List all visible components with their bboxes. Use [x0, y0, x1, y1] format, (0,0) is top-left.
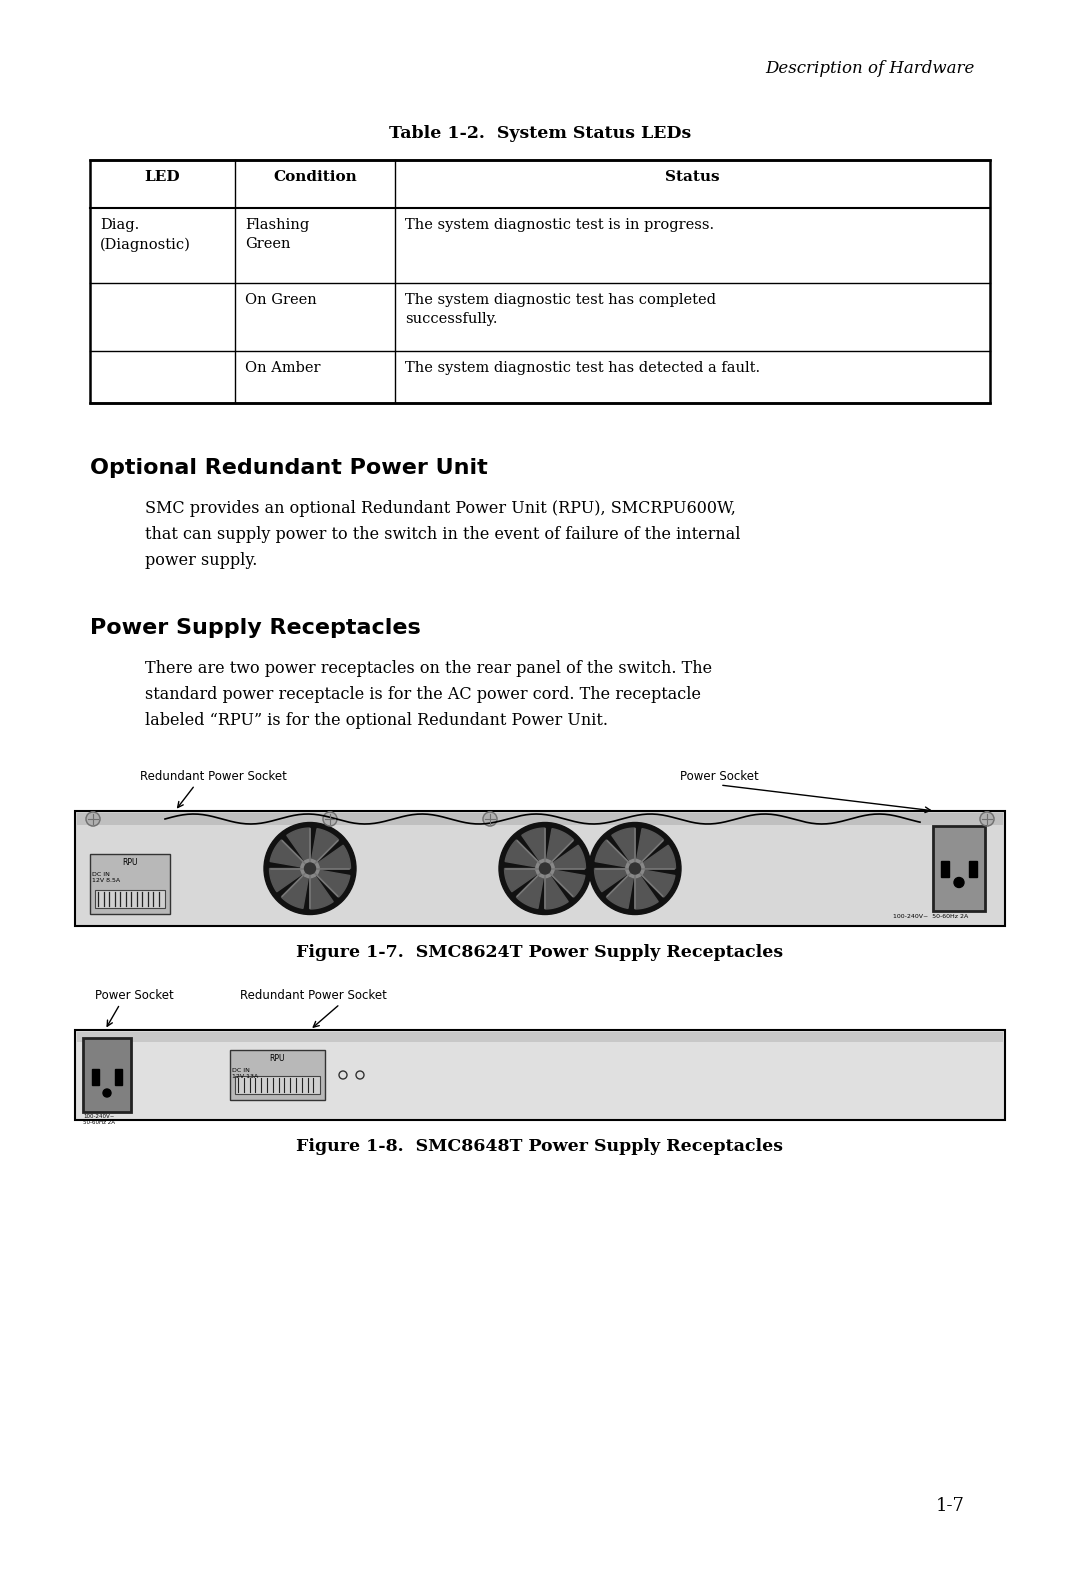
Bar: [90, 854, 170, 914]
Circle shape: [540, 864, 551, 874]
Circle shape: [305, 864, 315, 874]
Circle shape: [86, 812, 100, 826]
Text: LED: LED: [145, 170, 180, 184]
Text: 1-7: 1-7: [935, 1498, 964, 1515]
Text: RPU: RPU: [122, 857, 138, 867]
Bar: [75, 812, 1005, 926]
Polygon shape: [270, 868, 301, 892]
Circle shape: [103, 1090, 111, 1097]
Text: The system diagnostic test is in progress.: The system diagnostic test is in progres…: [405, 218, 714, 232]
Text: Optional Redundant Power Unit: Optional Redundant Power Unit: [90, 458, 488, 477]
Bar: [230, 1050, 325, 1101]
Polygon shape: [319, 845, 351, 868]
Text: Diag.
(Diagnostic): Diag. (Diagnostic): [100, 218, 191, 253]
Text: On Green: On Green: [245, 294, 316, 308]
Text: The system diagnostic test has detected a fault.: The system diagnostic test has detected …: [405, 361, 760, 375]
Bar: [77, 1031, 1003, 1042]
Polygon shape: [637, 829, 663, 862]
Text: standard power receptacle is for the AC power cord. The receptacle: standard power receptacle is for the AC …: [145, 686, 701, 703]
Bar: [235, 1075, 320, 1094]
Text: Table 1-2.  System Status LEDs: Table 1-2. System Status LEDs: [389, 126, 691, 141]
Bar: [92, 1069, 99, 1085]
Text: 100-240V~
50-60Hz 2A: 100-240V~ 50-60Hz 2A: [83, 1115, 114, 1124]
Polygon shape: [606, 876, 633, 909]
Text: Description of Hardware: Description of Hardware: [766, 60, 975, 77]
Text: labeled “RPU” is for the optional Redundant Power Unit.: labeled “RPU” is for the optional Redund…: [145, 713, 608, 728]
Text: SMC provides an optional Redundant Power Unit (RPU), SMCRPU600W,: SMC provides an optional Redundant Power…: [145, 499, 735, 517]
Circle shape: [589, 823, 681, 914]
Polygon shape: [312, 829, 339, 862]
Circle shape: [301, 859, 320, 878]
Bar: [83, 1038, 131, 1112]
Polygon shape: [643, 870, 675, 896]
Text: Status: Status: [665, 170, 719, 184]
Text: Power Socket: Power Socket: [680, 769, 759, 783]
Polygon shape: [318, 870, 350, 896]
Circle shape: [264, 823, 356, 914]
Circle shape: [323, 812, 337, 826]
Bar: [77, 813, 1003, 824]
Text: The system diagnostic test has completed
successfully.: The system diagnostic test has completed…: [405, 294, 716, 327]
Bar: [969, 860, 977, 876]
Polygon shape: [611, 827, 635, 860]
Text: Power Socket: Power Socket: [95, 989, 174, 1002]
Circle shape: [483, 812, 497, 826]
Text: Redundant Power Socket: Redundant Power Socket: [240, 989, 387, 1002]
Bar: [95, 890, 165, 907]
Text: Figure 1-7.  SMC8624T Power Supply Receptacles: Figure 1-7. SMC8624T Power Supply Recept…: [296, 944, 784, 961]
Polygon shape: [594, 868, 626, 892]
Text: On Amber: On Amber: [245, 361, 321, 375]
Polygon shape: [595, 840, 627, 867]
Text: power supply.: power supply.: [145, 553, 257, 568]
Text: 100-240V~  50-60Hz 2A: 100-240V~ 50-60Hz 2A: [893, 914, 969, 918]
Polygon shape: [505, 840, 538, 867]
Text: RPU: RPU: [270, 1053, 285, 1063]
Polygon shape: [552, 870, 585, 896]
Circle shape: [980, 812, 994, 826]
Bar: [933, 826, 985, 911]
Polygon shape: [270, 840, 302, 867]
Circle shape: [630, 864, 640, 874]
Text: DC IN
12V 8.5A: DC IN 12V 8.5A: [92, 871, 120, 882]
Text: that can supply power to the switch in the event of failure of the internal: that can supply power to the switch in t…: [145, 526, 741, 543]
Polygon shape: [644, 845, 675, 868]
Bar: [941, 860, 949, 876]
Polygon shape: [504, 868, 537, 892]
Circle shape: [499, 823, 591, 914]
Text: Figure 1-8.  SMC8648T Power Supply Receptacles: Figure 1-8. SMC8648T Power Supply Recept…: [297, 1138, 783, 1156]
Text: Redundant Power Socket: Redundant Power Socket: [140, 769, 287, 783]
Polygon shape: [287, 827, 310, 860]
Circle shape: [536, 859, 554, 878]
Bar: [90, 160, 990, 403]
Polygon shape: [310, 876, 334, 909]
Polygon shape: [553, 845, 585, 868]
Polygon shape: [516, 876, 543, 909]
Circle shape: [954, 878, 964, 887]
Text: Flashing
Green: Flashing Green: [245, 218, 309, 251]
Bar: [75, 1030, 1005, 1119]
Text: Condition: Condition: [273, 170, 356, 184]
Polygon shape: [282, 876, 308, 909]
Circle shape: [625, 859, 644, 878]
Polygon shape: [522, 827, 545, 860]
Bar: [114, 1069, 122, 1085]
Polygon shape: [545, 876, 568, 909]
Text: DC IN
12V 13A: DC IN 12V 13A: [232, 1068, 258, 1079]
Text: There are two power receptacles on the rear panel of the switch. The: There are two power receptacles on the r…: [145, 659, 712, 677]
Polygon shape: [635, 876, 658, 909]
Text: Power Supply Receptacles: Power Supply Receptacles: [90, 619, 421, 637]
Polygon shape: [546, 829, 573, 862]
